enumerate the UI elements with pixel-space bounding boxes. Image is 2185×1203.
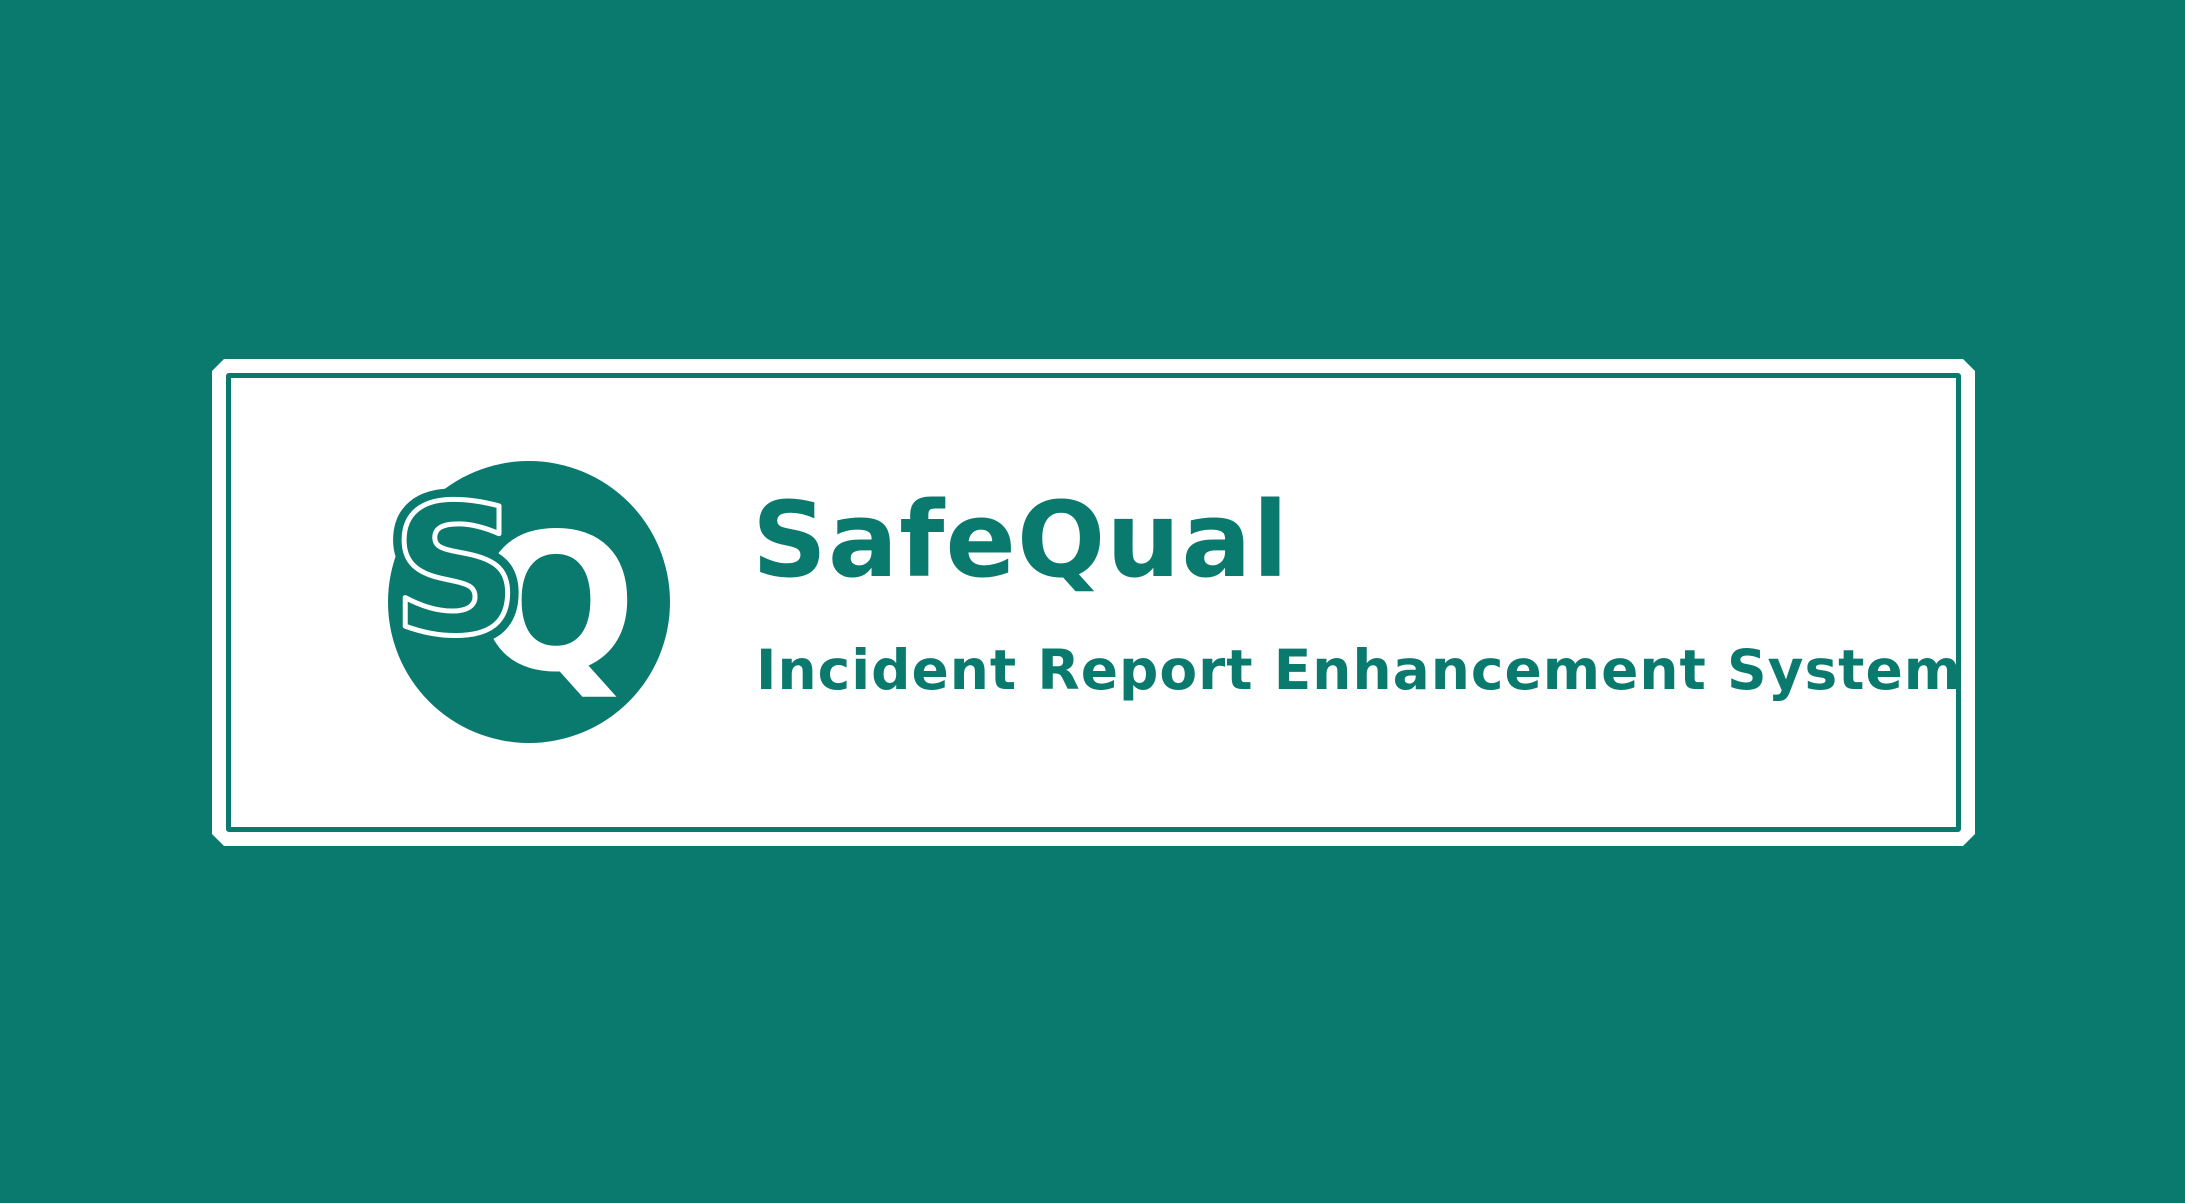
sq-logo-icon: Q S S <box>388 461 670 743</box>
svg-text:Q: Q <box>475 493 637 714</box>
svg-text:S: S <box>391 467 521 676</box>
svg-text:S: S <box>391 467 521 676</box>
banner-panel <box>212 359 1975 846</box>
brand-title: SafeQual <box>752 479 1290 601</box>
brand-tagline: Incident Report Enhancement System <box>756 638 1963 702</box>
